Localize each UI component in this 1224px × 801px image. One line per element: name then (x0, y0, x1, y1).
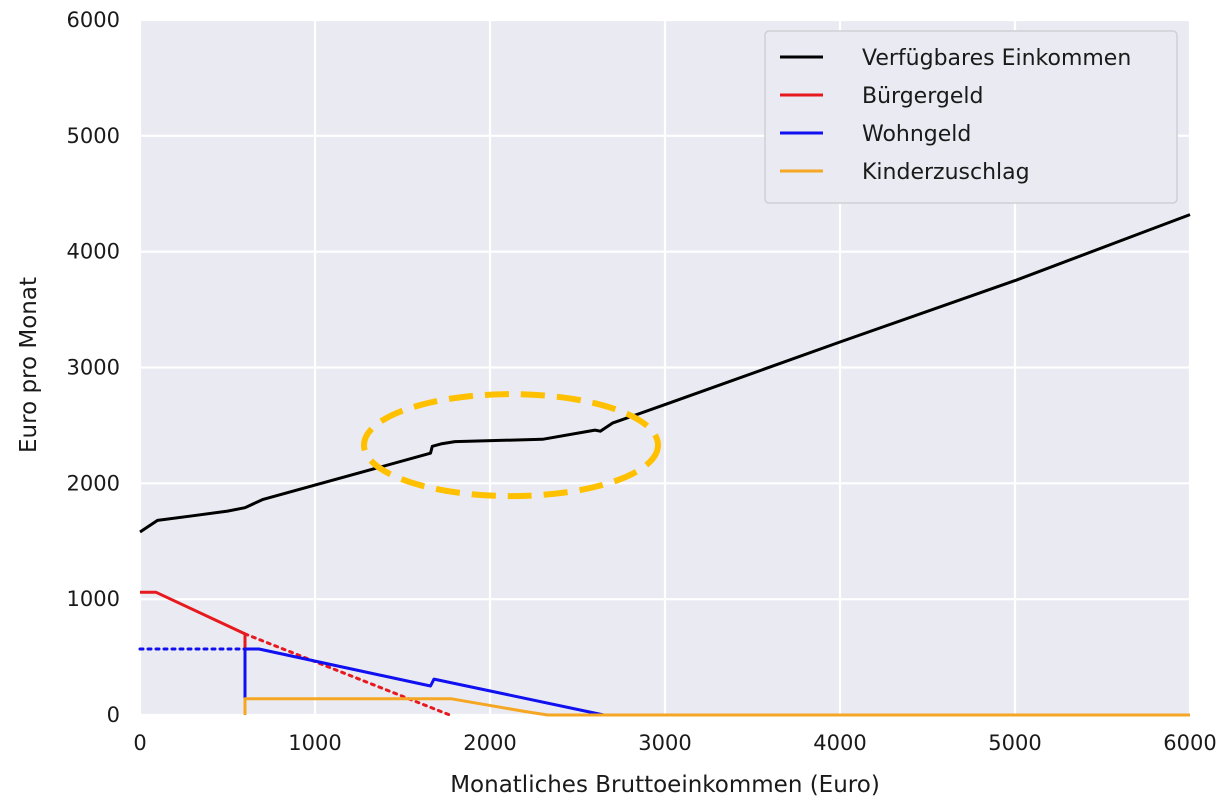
y-tick-label: 0 (107, 703, 120, 727)
y-tick-label: 3000 (67, 356, 120, 380)
x-tick-label: 1000 (288, 731, 341, 755)
series-line-verfügbares-einkommen (139, 213, 1191, 534)
y-tick-labels: 0 1000 2000 3000 4000 5000 6000 (67, 8, 120, 727)
legend-frame (764, 30, 1178, 204)
series-layer (138, 213, 1191, 717)
x-tick-label: 4000 (813, 731, 866, 755)
series-line-kinderzuschlag (243, 697, 1190, 717)
x-axis-title: Monatliches Bruttoeinkommen (Euro) (450, 772, 880, 798)
annotation-layer (361, 391, 661, 500)
y-tick-label: 2000 (67, 471, 120, 495)
highlight-ellipse (361, 391, 661, 500)
series-line-bürgergeld-dotted (243, 632, 452, 717)
series-line-wohngeld (243, 647, 605, 717)
legend-label: Kinderzuschlag (862, 160, 1030, 185)
y-axis-title: Euro pro Monat (16, 277, 42, 453)
grid (138, 18, 1192, 717)
legend: Verfügbares Einkommen Bürgergeld Wohngeld K… (764, 30, 1178, 204)
x-tick-label: 0 (133, 731, 146, 755)
x-tick-labels: 0 1000 2000 3000 4000 5000 6000 (133, 731, 1216, 755)
y-tick-label: 6000 (67, 8, 120, 32)
x-tick-label: 2000 (463, 731, 516, 755)
legend-label: Wohngeld (862, 122, 971, 147)
x-tick-label: 5000 (988, 731, 1041, 755)
x-tick-label: 6000 (1163, 731, 1216, 755)
legend-label: Bürgergeld (862, 84, 983, 109)
legend-label: Verfügbares Einkommen (862, 46, 1131, 71)
y-tick-label: 1000 (67, 587, 120, 611)
y-tick-label: 4000 (67, 240, 120, 264)
y-tick-label: 5000 (67, 124, 120, 148)
x-tick-label: 3000 (638, 731, 691, 755)
